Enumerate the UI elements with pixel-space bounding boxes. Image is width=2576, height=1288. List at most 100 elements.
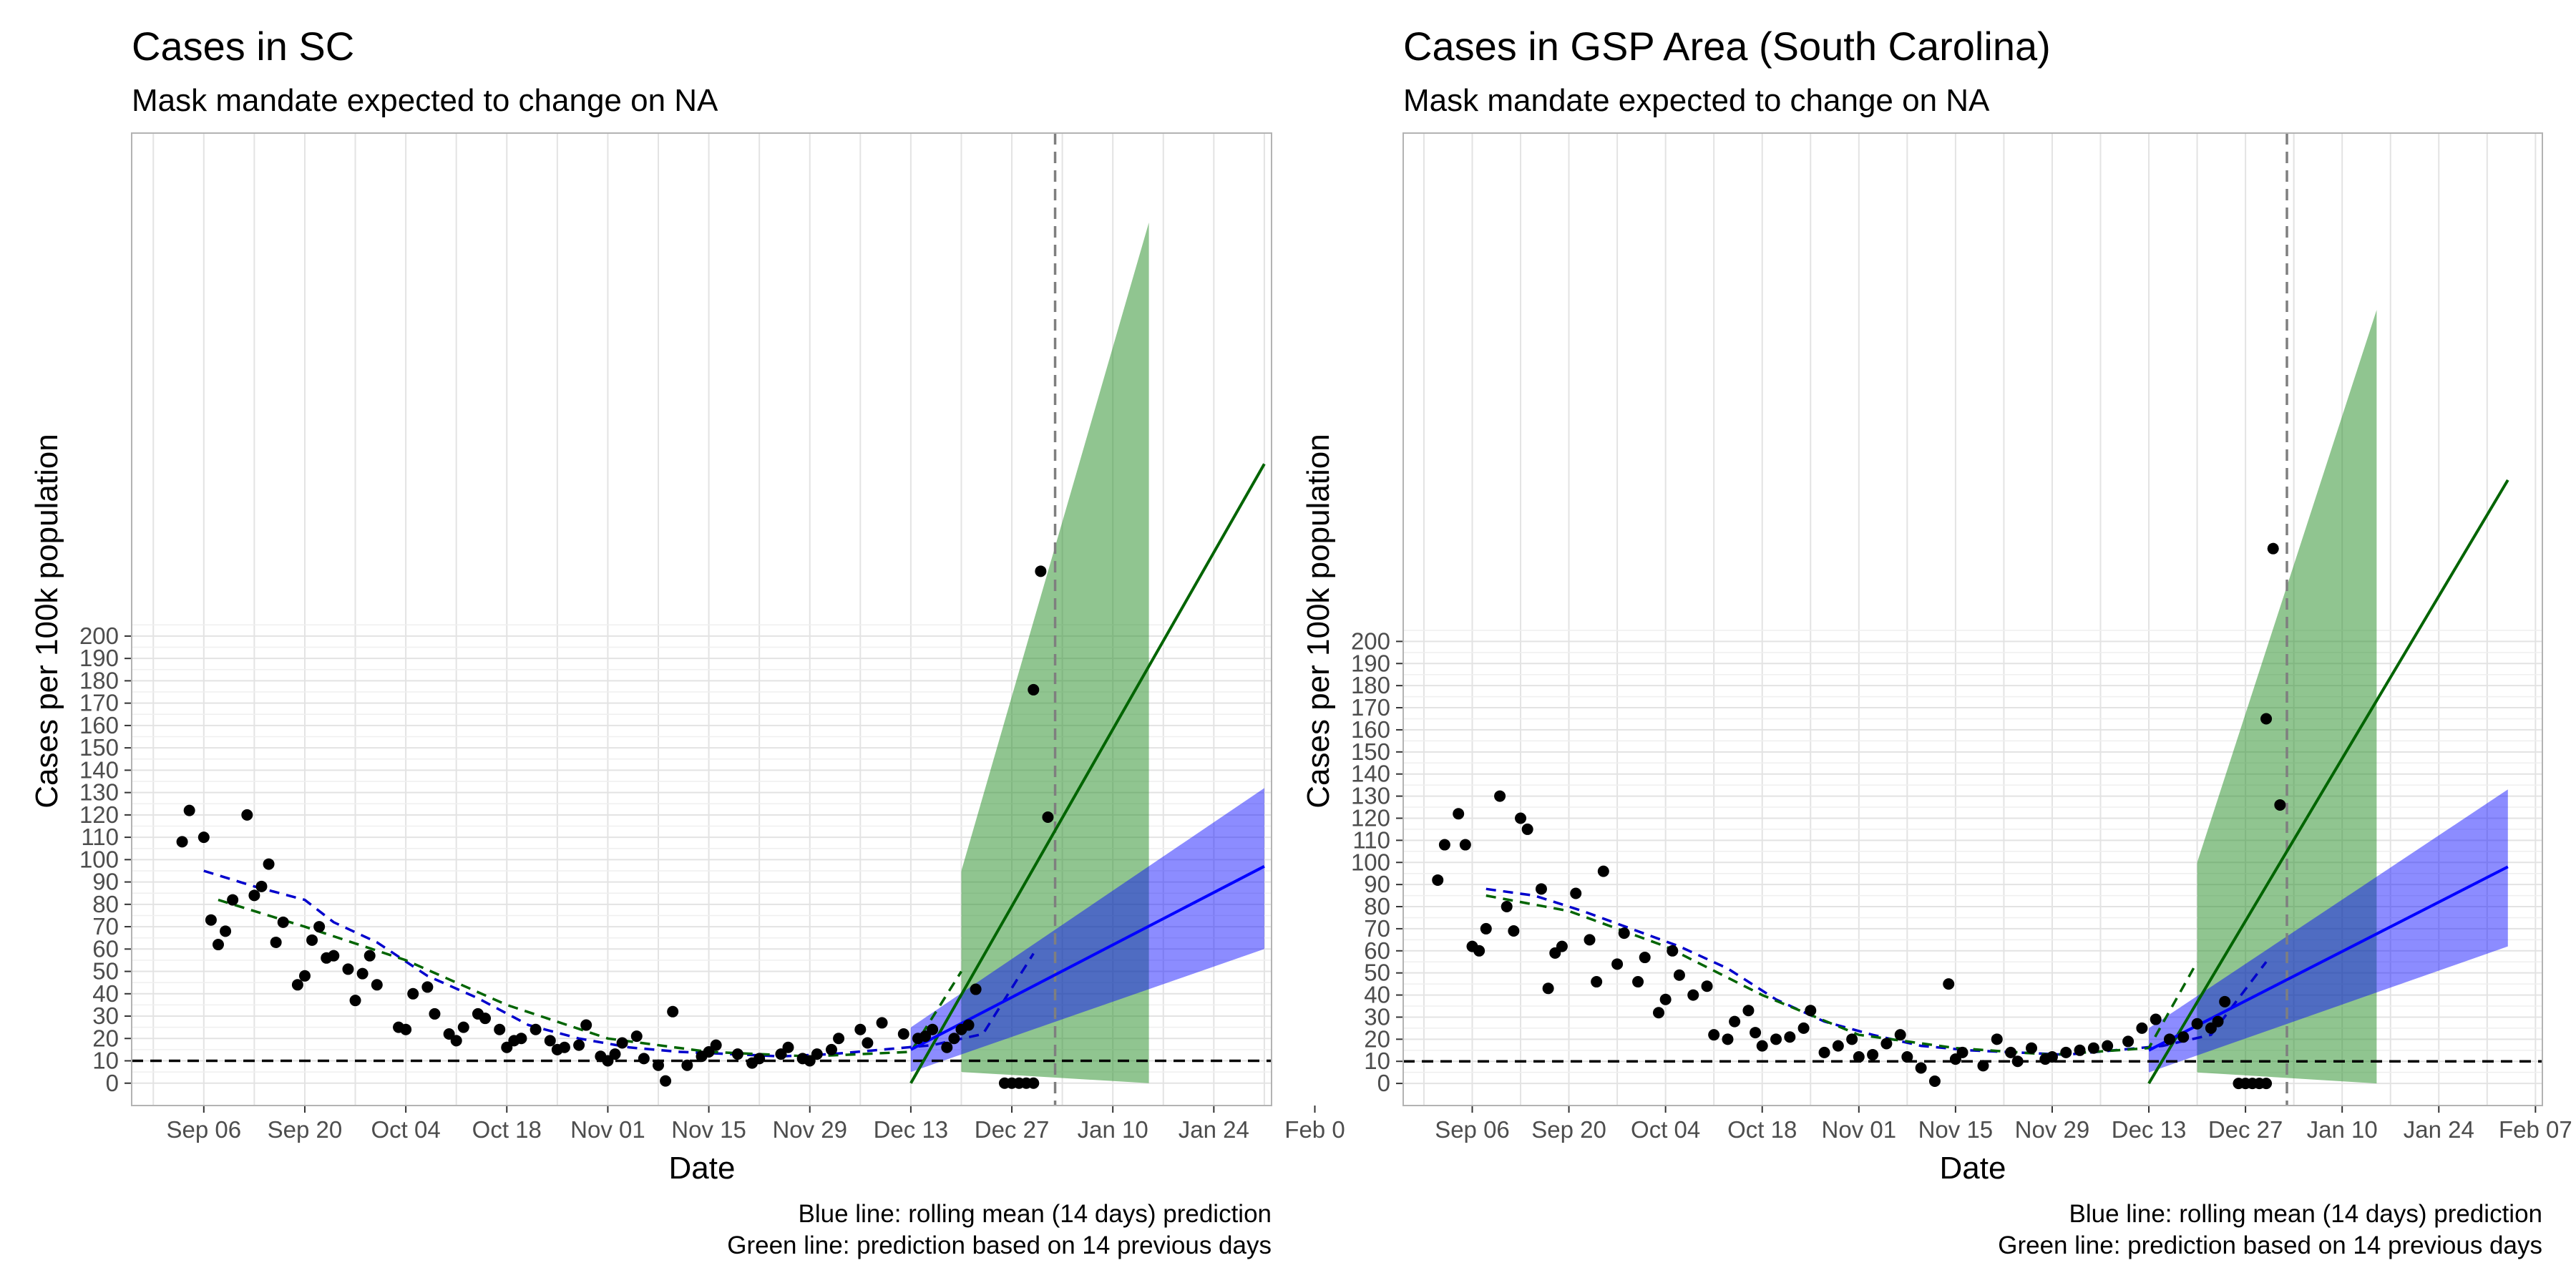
y-tick-label: 170 [1351, 694, 1390, 721]
data-point [1928, 1075, 1941, 1088]
data-point [1977, 1060, 1989, 1072]
y-tick-label: 160 [79, 712, 119, 738]
x-tick-label: Dec 13 [874, 1116, 949, 1143]
data-point [2060, 1046, 2072, 1058]
y-tick-label: 30 [1364, 1003, 1390, 1030]
y-tick-label: 70 [92, 913, 119, 940]
data-point [342, 963, 354, 975]
data-point [833, 1033, 845, 1045]
x-tick-label: Sep 06 [1435, 1116, 1510, 1143]
data-point [306, 934, 318, 946]
data-point [1542, 982, 1554, 995]
data-point [1453, 808, 1465, 820]
y-tick-label: 10 [92, 1048, 119, 1074]
data-point [501, 1041, 513, 1053]
left-chart-panel: Cases in SC Mask mandate expected to cha… [29, 24, 1345, 1259]
y-axis-label: Cases per 100k population [29, 434, 64, 808]
y-tick-label: 140 [1351, 761, 1390, 787]
x-tick-label: Dec 13 [2112, 1116, 2187, 1143]
y-tick-label: 60 [1364, 937, 1390, 964]
data-point [2046, 1051, 2058, 1063]
data-point [1846, 1033, 1858, 1045]
data-point [1818, 1046, 1830, 1058]
data-point [1853, 1051, 1865, 1063]
data-point [1832, 1040, 1844, 1052]
x-tick-label: Feb 0 [1284, 1116, 1345, 1143]
data-point [241, 809, 253, 821]
caption-blue-line: Blue line: rolling mean (14 days) predic… [799, 1200, 1272, 1228]
data-point [2267, 542, 2279, 555]
data-point [970, 983, 982, 995]
x-axis-label: Date [669, 1151, 736, 1186]
x-tick-label: Jan 10 [1078, 1116, 1148, 1143]
data-point [1687, 989, 1699, 1001]
data-point [1028, 683, 1040, 696]
data-point [1673, 969, 1685, 981]
y-tick-label: 160 [1351, 716, 1390, 743]
data-point [176, 836, 188, 848]
data-point [703, 1046, 715, 1058]
x-tick-labels: Sep 06 Sep 20 Oct 04 Oct 18 Nov 01 Nov 15 Nov … [167, 1106, 1345, 1143]
data-point [2102, 1040, 2114, 1052]
data-point [183, 804, 195, 816]
data-point [443, 1028, 455, 1040]
y-tick-label: 150 [79, 734, 119, 761]
data-point [616, 1037, 628, 1049]
blue-prediction-line [909, 864, 1265, 1051]
data-point [1639, 952, 1651, 964]
data-point [263, 858, 275, 870]
y-tick-label: 70 [1364, 915, 1390, 942]
blue-prediction-band [2149, 789, 2508, 1073]
data-point [1459, 839, 1471, 851]
data-point [941, 1041, 953, 1053]
data-point [1042, 811, 1054, 823]
data-point [681, 1059, 693, 1071]
y-tick-labels: 0102030405060708090100110120130140150160… [79, 623, 132, 1096]
y-tick-label: 40 [1364, 982, 1390, 1008]
data-point [1991, 1033, 2003, 1045]
data-point [1597, 865, 1609, 877]
data-point [1667, 945, 1679, 957]
data-point [197, 831, 210, 844]
data-point [573, 1039, 585, 1051]
data-point [291, 979, 303, 991]
data-point [660, 1075, 672, 1087]
data-point [2260, 713, 2273, 725]
data-point [2212, 1015, 2224, 1028]
data-point [731, 1048, 743, 1060]
data-point [227, 894, 239, 906]
y-tick-label: 120 [79, 801, 119, 828]
data-point [1035, 565, 1047, 577]
data-point [825, 1043, 837, 1055]
data-point [630, 1030, 643, 1043]
data-point [1956, 1046, 1968, 1058]
data-point [854, 1023, 867, 1035]
data-point [1501, 901, 1513, 913]
data-point [2026, 1042, 2038, 1054]
y-tick-label: 200 [1351, 628, 1390, 654]
x-tick-label: Sep 06 [167, 1116, 242, 1143]
plot-area: Sep 06 Sep 20 Oct 04 Oct 18 Nov 01 Nov 15 Nov … [1351, 132, 2572, 1143]
blue-prediction-line [2148, 865, 2509, 1052]
y-tick-label: 50 [92, 958, 119, 985]
data-point [667, 1005, 679, 1018]
data-point [1494, 790, 1506, 802]
data-point [804, 1055, 816, 1067]
data-point [2191, 1018, 2203, 1030]
data-points [176, 565, 1054, 1089]
gridlines [1403, 133, 2542, 1106]
data-point [1480, 922, 1492, 935]
y-tick-label: 40 [92, 980, 119, 1007]
chart-title: Cases in GSP Area (South Carolina) [1403, 24, 2051, 69]
data-point [1943, 978, 1955, 990]
y-tick-label: 80 [92, 891, 119, 917]
data-point [1867, 1048, 1879, 1060]
y-tick-label: 190 [1351, 650, 1390, 676]
data-point [609, 1048, 621, 1060]
data-point [580, 1019, 592, 1031]
x-tick-label: Dec 27 [975, 1116, 1050, 1143]
data-point [1894, 1029, 1906, 1041]
y-axis-label: Cases per 100k population [1301, 434, 1336, 808]
data-point [1901, 1051, 1913, 1063]
data-point [2163, 1033, 2175, 1045]
